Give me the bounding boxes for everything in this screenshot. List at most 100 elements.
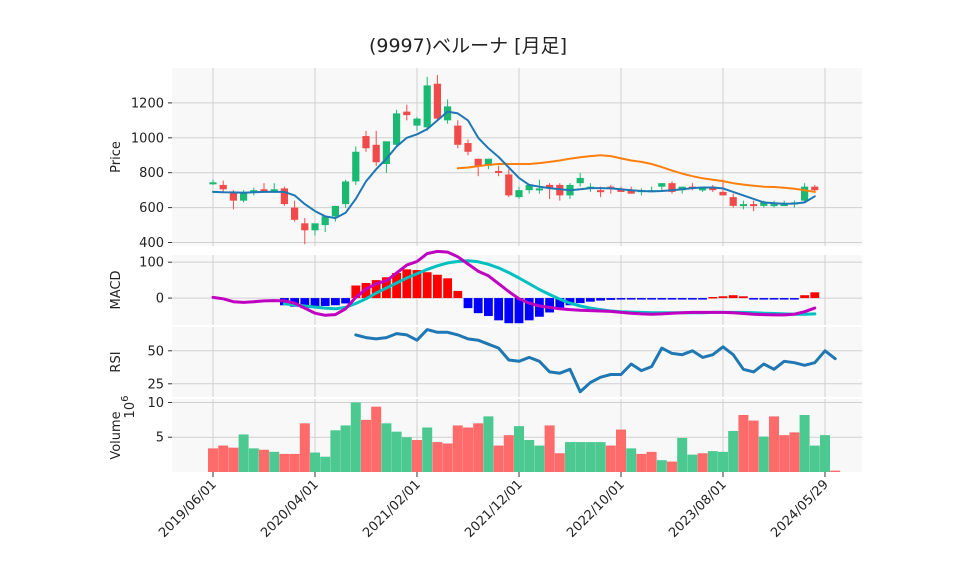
price-axis-label: Price: [109, 141, 124, 173]
x-tick-label: 2022/10/01: [564, 477, 628, 541]
candle-body: [668, 183, 676, 192]
macd-histogram-bar: [606, 298, 616, 300]
volume-bar: [585, 442, 596, 472]
volume-bar: [442, 443, 453, 472]
volume-bar: [697, 453, 708, 472]
volume-bar: [493, 445, 504, 472]
candle-body: [301, 223, 309, 231]
macd-histogram-bar: [422, 272, 432, 299]
price-ytick-label: 400: [139, 236, 164, 251]
candle-body: [484, 158, 492, 166]
volume-bar: [728, 430, 739, 472]
candle-body: [403, 111, 411, 116]
volume-bar: [299, 423, 310, 472]
volume-bar: [391, 431, 402, 472]
vol-axis-label: Volume: [109, 411, 124, 459]
volume-bar: [228, 447, 239, 472]
candle-body: [729, 197, 737, 206]
macd-histogram-bar: [779, 298, 789, 300]
volume-bar: [830, 470, 841, 472]
volume-bar: [452, 425, 463, 472]
volume-bar: [565, 442, 575, 472]
macd-histogram-bar: [769, 298, 779, 300]
candle-body: [219, 184, 227, 190]
candle-body: [393, 113, 401, 145]
price-ytick-label: 1200: [131, 96, 164, 111]
volume-bar: [605, 445, 616, 472]
candle-body: [382, 141, 390, 164]
candle-body: [240, 191, 248, 201]
macd-histogram-bar: [647, 298, 656, 300]
volume-bar: [269, 451, 280, 472]
candle-body: [331, 205, 339, 217]
volume-bar: [779, 435, 790, 472]
macd-histogram-bar: [759, 298, 769, 300]
volume-bar: [799, 414, 810, 472]
macd-histogram-bar: [392, 272, 401, 299]
volume-bar: [289, 453, 300, 472]
candle-body: [311, 223, 319, 231]
macd-histogram-bar: [637, 298, 646, 300]
macd-histogram-bar: [688, 298, 697, 300]
volume-bar: [422, 427, 433, 472]
volume-bar: [371, 406, 382, 472]
volume-bar: [483, 416, 494, 472]
volume-bar: [595, 442, 606, 472]
macd-histogram-bar: [310, 298, 320, 308]
volume-bar: [748, 420, 759, 472]
volume-multiplier-base: 10: [123, 402, 138, 419]
candle-body: [209, 182, 217, 185]
macd-histogram-bar: [800, 295, 809, 299]
candle-body: [780, 204, 788, 207]
macd-histogram-bar: [657, 298, 667, 300]
macd-histogram-bar: [463, 298, 473, 309]
macd-histogram-bar: [626, 298, 636, 300]
volume-bar: [646, 451, 657, 472]
candle-body: [535, 188, 543, 191]
macd-histogram-bar: [616, 298, 626, 300]
volume-bar: [279, 453, 290, 472]
candle-body: [505, 174, 513, 196]
volume-bar: [738, 414, 749, 472]
candle-body: [474, 158, 482, 166]
volume-bar: [616, 429, 626, 472]
volume-bar: [687, 454, 698, 472]
volume-bar: [320, 456, 331, 472]
macd-histogram-bar: [708, 297, 718, 299]
candle-body: [352, 151, 360, 182]
volume-bar: [208, 448, 218, 472]
candle-body: [719, 191, 727, 196]
rsi-ytick-label: 25: [147, 377, 164, 392]
volume-bar: [667, 461, 677, 472]
candle-body: [321, 216, 329, 226]
macd-axis-label: MACD: [109, 271, 124, 310]
macd-histogram-bar: [484, 298, 493, 317]
macd-histogram-bar: [331, 298, 340, 306]
volume-bar: [340, 425, 351, 472]
macd-line: [211, 249, 817, 317]
macd-histogram-bar: [596, 298, 605, 301]
macd-histogram-bar: [698, 298, 707, 300]
candle-body: [770, 204, 778, 207]
volume-bar: [626, 448, 637, 472]
macd-histogram-bar: [473, 298, 483, 314]
volume-bar: [432, 442, 443, 472]
volume-bar: [361, 419, 371, 472]
candle-body: [433, 83, 441, 119]
volume-bar: [718, 451, 728, 472]
macd-ytick-label: 0: [156, 292, 164, 307]
macd-histogram-bar: [412, 270, 422, 299]
macd-histogram-bar: [718, 296, 728, 299]
candle-body: [362, 136, 370, 149]
candle-body: [270, 189, 278, 192]
volume-bar: [350, 402, 361, 472]
candle-body: [464, 143, 472, 152]
x-tick-label: 2021/12/01: [462, 477, 526, 541]
macd-histogram-bar: [749, 298, 758, 300]
candle-body: [372, 144, 380, 163]
macd-histogram-bar: [320, 298, 330, 306]
candle-body: [423, 85, 431, 128]
x-tick-label: 2020/04/01: [258, 477, 322, 541]
